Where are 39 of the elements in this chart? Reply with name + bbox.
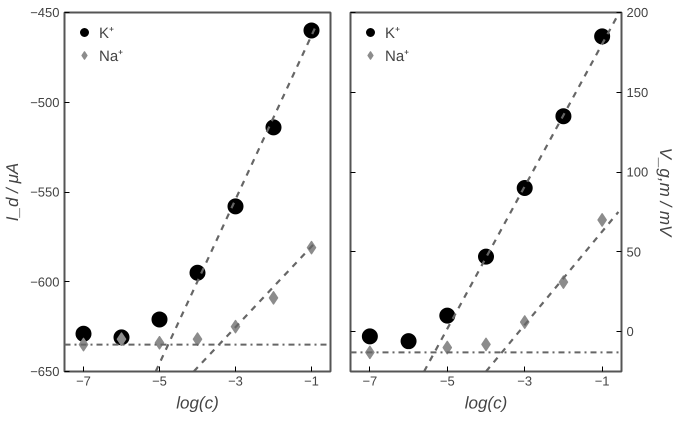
point	[228, 198, 244, 214]
x-tick-label: −7	[76, 374, 91, 388]
legend-label: Na⁺	[99, 47, 124, 65]
x-axis-title: log(c)	[464, 394, 508, 412]
point	[442, 340, 452, 355]
y-axis-title: I_d / μA	[3, 162, 22, 222]
point	[304, 22, 320, 38]
legend-label: K⁺	[385, 24, 402, 42]
x-tick-label: −5	[440, 374, 455, 388]
y-tick-label: −500	[30, 94, 60, 110]
x-tick-label: −3	[228, 374, 243, 388]
point	[594, 28, 610, 44]
x-tick-label: −1	[304, 374, 319, 388]
x-tick-label: −3	[517, 374, 532, 388]
y2-tick-label: 100	[626, 164, 648, 180]
legend-label: K⁺	[99, 24, 116, 42]
point	[439, 308, 456, 324]
y2-tick-label: 0	[626, 324, 634, 340]
point	[555, 108, 572, 124]
y-tick-label: −550	[30, 184, 60, 200]
x-tick-label: −5	[152, 374, 167, 388]
point	[400, 333, 417, 350]
y2-tick-label: 200	[626, 5, 648, 20]
x-axis-title: log(c)	[176, 394, 219, 412]
point	[190, 264, 206, 281]
legend-label: Na⁺	[385, 47, 410, 65]
point	[516, 180, 533, 196]
y2-axis-title: V_g,m / mV	[656, 148, 676, 238]
y-tick-label: −450	[30, 5, 60, 20]
y2-tick-label: 50	[626, 244, 641, 260]
x-tick-label: −7	[362, 374, 378, 388]
point	[266, 119, 282, 136]
point	[362, 328, 378, 344]
point	[152, 311, 168, 328]
y-tick-label: −650	[30, 364, 60, 379]
x-tick-label: −1	[594, 374, 610, 388]
point	[76, 326, 92, 342]
y2-tick-label: 150	[626, 84, 648, 100]
y-tick-label: −600	[30, 274, 60, 290]
